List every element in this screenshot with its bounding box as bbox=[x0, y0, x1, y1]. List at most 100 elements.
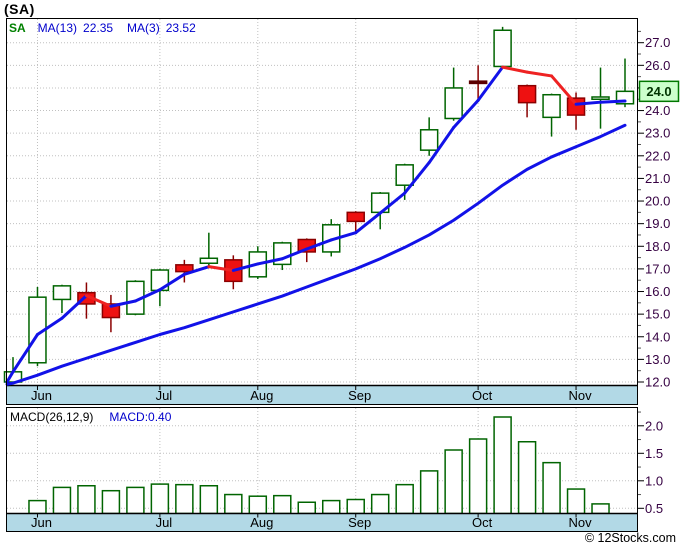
y-axis-label: 26.0 bbox=[645, 58, 670, 73]
x-axis-month-label: Nov bbox=[568, 388, 592, 403]
macd-axis-label: 2.0 bbox=[645, 418, 663, 433]
ma13-label: MA(13) bbox=[37, 21, 78, 35]
macd-bar bbox=[566, 488, 586, 515]
macd-panel-border bbox=[6, 407, 638, 532]
candlestick bbox=[566, 97, 586, 116]
ma3-line bbox=[574, 100, 603, 106]
ma3-line-falling bbox=[207, 265, 235, 272]
copyright-text: © 12Stocks.com bbox=[584, 531, 676, 545]
y-axis-label: 19.0 bbox=[645, 216, 670, 231]
macd-bar bbox=[297, 501, 317, 515]
macd-bar bbox=[346, 498, 365, 515]
ma3-line bbox=[11, 332, 39, 374]
macd-month-label: Nov bbox=[568, 515, 592, 530]
macd-bar bbox=[52, 486, 72, 515]
main-panel-border bbox=[6, 18, 638, 405]
ma3-line bbox=[280, 247, 309, 261]
x-axis-month-label: Oct bbox=[472, 388, 493, 403]
ma3-line bbox=[305, 238, 333, 251]
ma3-line bbox=[427, 126, 456, 165]
candlestick bbox=[395, 164, 414, 186]
candlestick bbox=[52, 285, 72, 301]
macd-bar bbox=[542, 461, 561, 515]
macd-bar bbox=[126, 486, 145, 515]
y-axis-label: 27.0 bbox=[645, 35, 670, 50]
candlestick bbox=[493, 29, 512, 68]
y-axis-label: 22.0 bbox=[645, 148, 670, 163]
macd-axis-label: 1.5 bbox=[645, 446, 663, 461]
candlestick bbox=[468, 80, 488, 85]
y-axis-label: 21.0 bbox=[645, 171, 670, 186]
macd-bar bbox=[77, 485, 96, 515]
macd-bar bbox=[248, 495, 268, 515]
ma3-line-falling bbox=[525, 70, 554, 78]
ma3-line bbox=[182, 265, 211, 276]
candlestick bbox=[199, 257, 219, 264]
macd-bar bbox=[199, 485, 219, 515]
candlestick bbox=[591, 96, 610, 100]
x-axis-strip bbox=[7, 385, 637, 405]
macd-params-label: MACD(26,12,9) bbox=[10, 410, 94, 424]
ma3-line-falling bbox=[550, 74, 578, 106]
y-axis-label: 13.0 bbox=[645, 352, 670, 367]
macd-bar bbox=[321, 499, 341, 515]
macd-month-label: Jun bbox=[31, 515, 52, 530]
macd-bar bbox=[150, 483, 170, 515]
macd-bar bbox=[517, 441, 537, 515]
x-axis-month-label: Jul bbox=[156, 388, 173, 403]
candlestick bbox=[346, 211, 365, 223]
macd-month-label: Aug bbox=[250, 515, 273, 530]
ma3-line bbox=[60, 294, 88, 320]
macd-axis-label: 1.0 bbox=[645, 473, 663, 488]
macd-bar bbox=[493, 416, 512, 515]
ma3-line bbox=[5, 370, 15, 384]
y-axis-label: 16.0 bbox=[645, 284, 670, 299]
ma3-line bbox=[452, 98, 480, 130]
y-axis-label: 15.0 bbox=[645, 307, 670, 322]
ma3-line-falling bbox=[84, 294, 113, 308]
last-price-marker bbox=[638, 80, 680, 103]
ma3-line bbox=[133, 288, 162, 303]
x-axis-month-label: Sep bbox=[348, 388, 371, 403]
macd-legend: MACD(26,12,9) MACD:0.40 bbox=[10, 410, 171, 424]
candlestick bbox=[101, 303, 121, 319]
macd-bar bbox=[273, 494, 292, 515]
macd-bar bbox=[395, 483, 414, 515]
macd-month-label: Oct bbox=[472, 515, 493, 530]
symbol-label: SA bbox=[9, 21, 26, 35]
y-axis-label: 14.0 bbox=[645, 329, 670, 344]
y-axis-label: 12.0 bbox=[645, 375, 670, 390]
ma13-value: 22.35 bbox=[83, 21, 114, 35]
macd-month-label: Sep bbox=[348, 515, 371, 530]
ma3-line-falling bbox=[501, 65, 529, 74]
macd-bar bbox=[370, 493, 390, 515]
ma13-line bbox=[5, 123, 627, 386]
ma3-line bbox=[329, 231, 358, 242]
chart-legend: SA MA(13) 22.35 MA(3) 23.52 bbox=[9, 21, 196, 35]
macd-bar bbox=[468, 438, 488, 515]
last-price-label: 24.0 bbox=[646, 84, 671, 99]
macd-bar bbox=[444, 449, 463, 515]
macd-axis-label: 0.5 bbox=[645, 501, 663, 516]
ma3-line bbox=[158, 272, 186, 292]
ma3-line bbox=[378, 191, 407, 215]
candlestick bbox=[175, 264, 194, 273]
candlestick bbox=[542, 93, 561, 119]
ma3-line bbox=[403, 161, 431, 195]
ma3-line bbox=[231, 262, 260, 272]
ma3-line bbox=[109, 299, 137, 308]
macd-bar bbox=[28, 499, 47, 515]
macd-bar bbox=[224, 493, 243, 515]
y-axis-label: 23.0 bbox=[645, 126, 670, 141]
macd-month-label: Jul bbox=[156, 515, 173, 530]
macd-bar bbox=[101, 489, 121, 515]
y-axis-label: 17.0 bbox=[645, 261, 670, 276]
ma3-line bbox=[476, 65, 505, 102]
ma3-label: MA(3) bbox=[127, 21, 160, 35]
y-axis-label: 24.0 bbox=[645, 103, 670, 118]
macd-x-axis-strip bbox=[7, 513, 637, 532]
y-axis-label: 18.0 bbox=[645, 239, 670, 254]
ma3-line bbox=[35, 316, 64, 336]
